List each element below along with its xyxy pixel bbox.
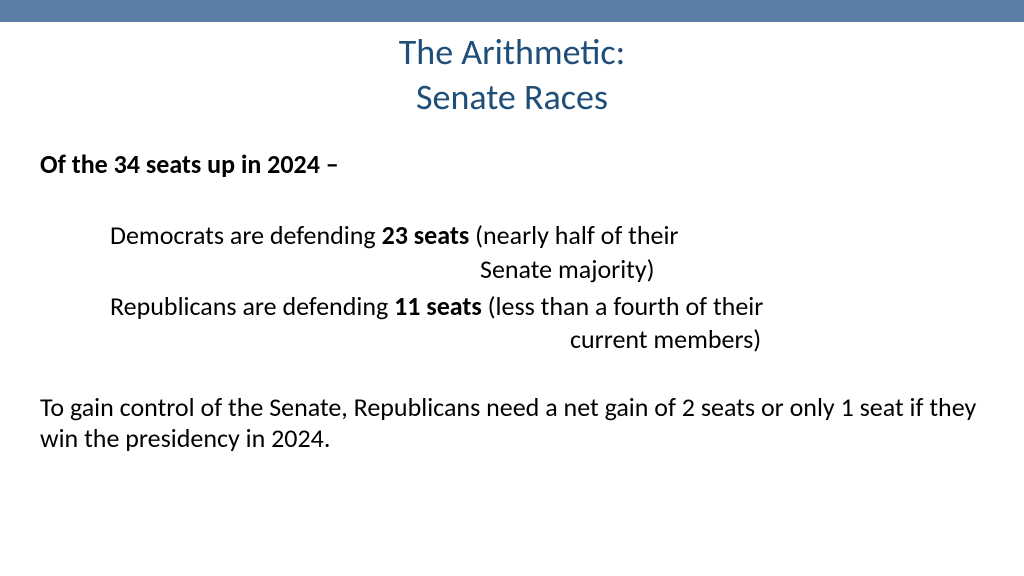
title-line-2: Senate Races [40,75,984,120]
rep-post: (less than a fourth of their [482,290,764,322]
dem-wrap: Senate majority) [110,253,984,286]
rep-seats: 11 seats [394,290,482,322]
party-breakdown: Democrats are defending 23 seats (nearly… [40,219,984,356]
rep-line: Republicans are defending 11 seats (less… [110,290,984,323]
top-accent-bar [0,0,1024,22]
dem-line: Democrats are defending 23 seats (nearly… [110,219,984,252]
dem-pre: Democrats are defending [110,219,382,251]
dem-post: (nearly half of their [469,219,678,251]
slide-content: Of the 34 seats up in 2024 – Democrats a… [40,148,984,454]
title-line-1: The Arithmetic: [40,30,984,75]
rep-wrap: current members) [110,323,984,356]
slide-title: The Arithmetic: Senate Races [40,30,984,120]
dem-seats: 23 seats [382,219,470,251]
slide-body: The Arithmetic: Senate Races Of the 34 s… [0,22,1024,454]
lead-line: Of the 34 seats up in 2024 – [40,148,984,181]
rep-pre: Republicans are defending [110,290,394,322]
closing-paragraph: To gain control of the Senate, Republica… [40,392,984,453]
